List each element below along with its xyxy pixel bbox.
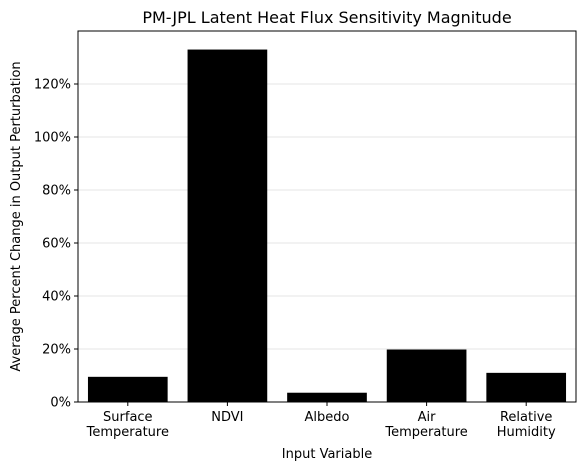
y-tick-label: 20% (42, 343, 71, 358)
bar (187, 49, 268, 403)
bar (287, 392, 367, 402)
x-tick-label: Albedo (305, 410, 350, 425)
y-tick-label: 120% (34, 78, 71, 93)
y-tick-label: 0% (50, 396, 71, 411)
y-tick-label: 100% (34, 131, 71, 146)
y-axis-ticks: 0% 20% 40% 60% 80% 100% 120% (34, 78, 78, 411)
x-tick-label: Surface Temperature (86, 410, 169, 440)
y-tick-label: 60% (42, 237, 71, 252)
x-tick-label: NDVI (211, 410, 243, 425)
x-tick-label: Relative Humidity (497, 410, 556, 440)
chart-title: PM-JPL Latent Heat Flux Sensitivity Magn… (142, 8, 511, 27)
bar (87, 376, 168, 402)
x-tick-label: Air Temperature (384, 410, 467, 440)
bar (386, 349, 467, 402)
plot-frame (77, 30, 577, 403)
bar (486, 372, 567, 402)
x-axis-label: Input Variable (282, 447, 372, 462)
bars (87, 49, 567, 403)
grid-lines (78, 83, 576, 350)
y-axis-label: Average Percent Change in Output Perturb… (9, 61, 24, 371)
y-tick-label: 80% (42, 184, 71, 199)
y-tick-label: 40% (42, 290, 71, 305)
x-axis-ticks: Surface Temperature NDVI Albedo Air Temperatu… (86, 402, 556, 440)
